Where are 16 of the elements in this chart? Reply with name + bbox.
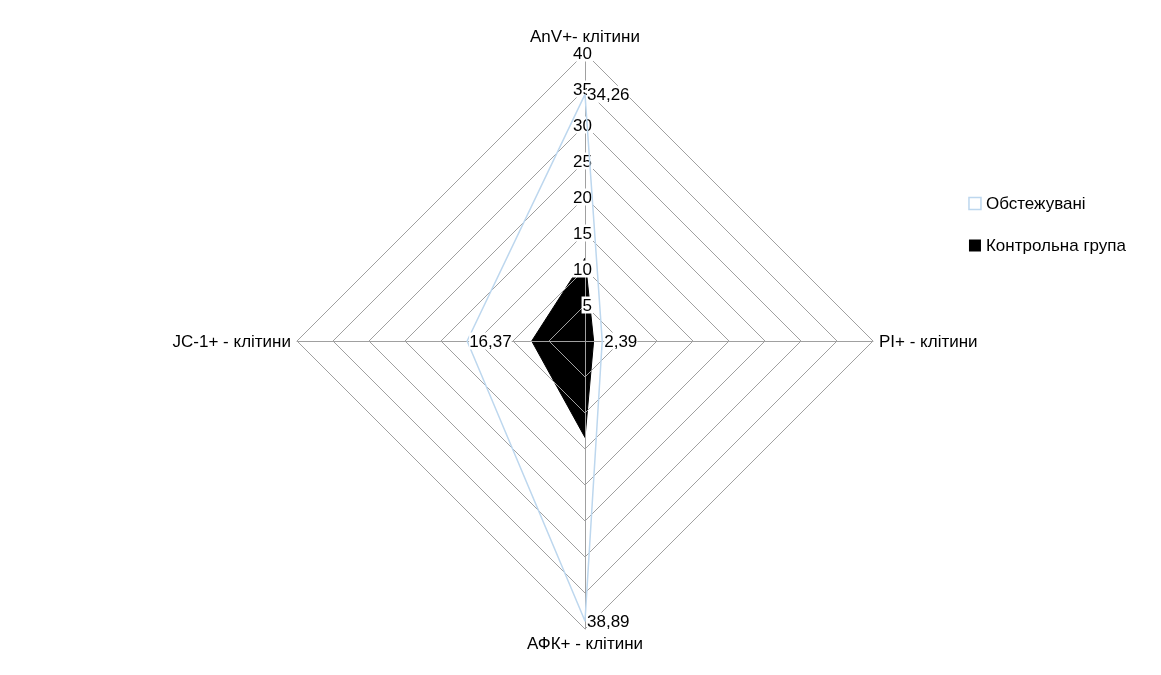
legend-label: Контрольна група xyxy=(985,236,1127,255)
y-tick-label: 20 xyxy=(573,187,592,207)
spoke-label: PI+ - клітини xyxy=(879,331,978,351)
y-tick-label: 5 xyxy=(582,295,592,315)
y-tick-label: 25 xyxy=(573,151,592,171)
y-tick-label: 40 xyxy=(573,43,592,63)
spoke-label: AnV+- клітини xyxy=(530,26,640,46)
data-label: 16,37 xyxy=(469,331,512,351)
legend-label: Обстежувані xyxy=(985,194,1086,213)
data-label: 2,39 xyxy=(604,331,638,351)
y-tick-label: 15 xyxy=(573,223,592,243)
y-tick-label: 30 xyxy=(573,115,592,135)
spoke-label: АФК+ - клітини xyxy=(526,634,644,653)
data-label: 38,89 xyxy=(587,611,630,631)
y-tick-label: 10 xyxy=(573,259,592,279)
spoke-label: JC-1+ - клітини xyxy=(172,331,291,351)
